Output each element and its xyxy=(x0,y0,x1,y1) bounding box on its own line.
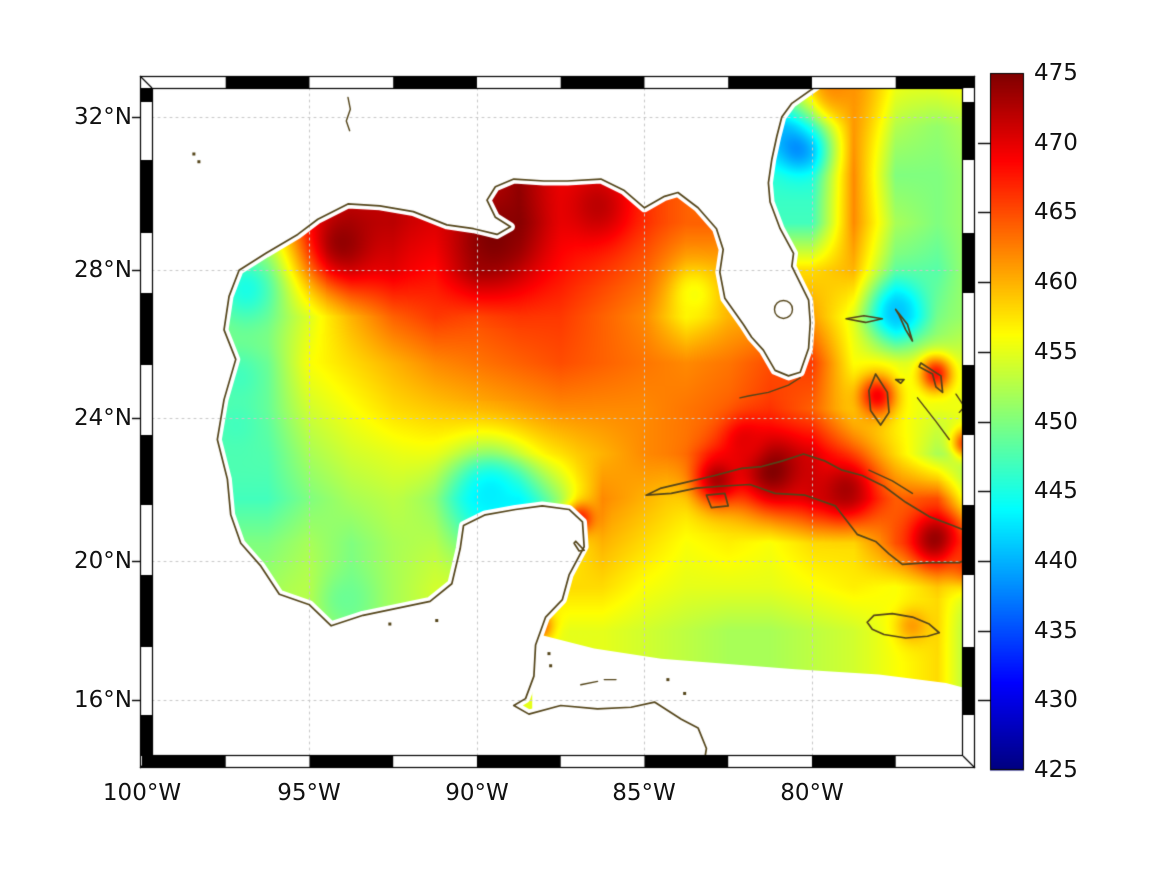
colorbar-tick-label: 475 xyxy=(1034,60,1078,86)
colorbar-tick-label: 445 xyxy=(1034,478,1078,504)
colorbar-tick-label: 425 xyxy=(1034,757,1078,783)
colorbar-tick-label: 435 xyxy=(1034,618,1078,644)
colorbar-tick-label: 440 xyxy=(1034,548,1078,574)
colorbar-tick-label: 460 xyxy=(1034,269,1078,295)
lat-tick-label: 20°N xyxy=(74,548,132,574)
colorbar-tick-label: 430 xyxy=(1034,687,1078,713)
lon-tick-label: 100°W xyxy=(102,780,182,806)
lat-tick-label: 16°N xyxy=(74,687,132,713)
lat-tick-label: 24°N xyxy=(74,405,132,431)
colorbar-tick-label: 470 xyxy=(1034,130,1078,156)
lon-tick-label: 85°W xyxy=(612,780,676,806)
colorbar-tick-label: 450 xyxy=(1034,409,1078,435)
lon-tick-label: 90°W xyxy=(445,780,509,806)
lon-tick-label: 80°W xyxy=(780,780,844,806)
lon-tick-label: 95°W xyxy=(277,780,341,806)
lat-tick-label: 32°N xyxy=(74,104,132,130)
colorbar-tick-label: 465 xyxy=(1034,199,1078,225)
lat-tick-label: 28°N xyxy=(74,257,132,283)
colorbar-tick-label: 455 xyxy=(1034,339,1078,365)
